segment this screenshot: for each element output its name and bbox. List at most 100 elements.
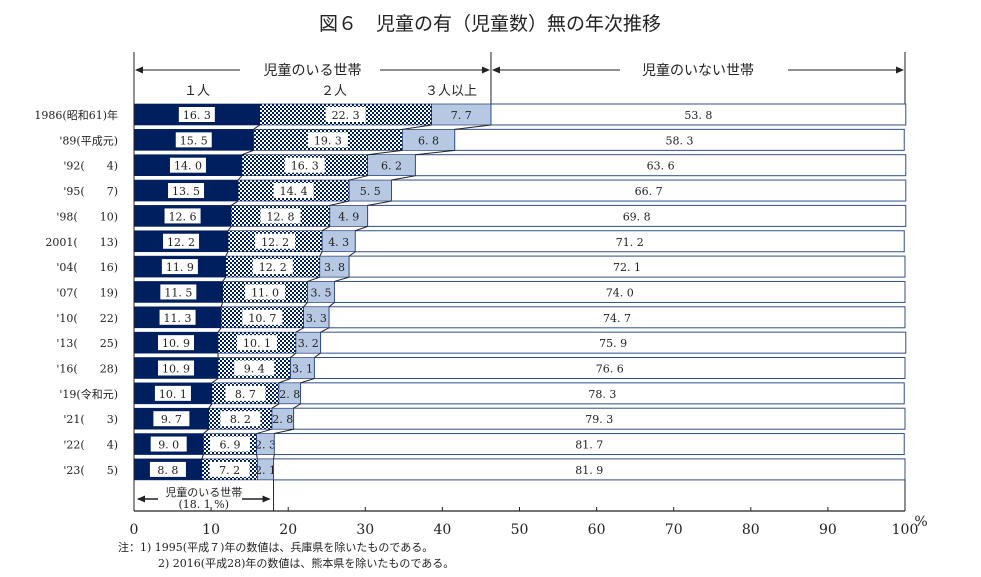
connector-line [329, 200, 350, 206]
connector-line [227, 226, 232, 232]
x-axis: 0 10 20 30 40 50 60 70 80 90 100% [130, 104, 928, 538]
data-label: 63. 6 [647, 160, 675, 173]
bar-rows: 16. 3 22. 3 7. 7 53. 8 15. 5 19. 3 6. 8 58. 3 14… [133, 103, 907, 481]
data-label: 12. 2 [167, 236, 195, 249]
connector-line [348, 175, 368, 181]
data-label: 8. 7 [235, 388, 256, 401]
series-header-label: １人 [184, 84, 210, 99]
connector-line [241, 149, 254, 156]
bar-segment-no-children [490, 103, 907, 126]
data-label-box [234, 360, 275, 376]
table-row: 14. 0 16. 3 6. 2 63. 6 [133, 154, 907, 177]
x-tick-label: 0 [130, 522, 139, 538]
data-label-box [284, 157, 325, 173]
data-label-box [252, 259, 293, 275]
connector-line [237, 175, 243, 181]
connector-line [278, 378, 291, 384]
group-label-with-children: 児童のいる世帯 [263, 62, 361, 79]
data-label: 11. 3 [164, 312, 192, 325]
x-tick-label: 30 [356, 522, 374, 538]
data-label: 2. 8 [272, 413, 293, 426]
data-label: 9. 4 [244, 363, 265, 376]
bar-segment-no-children [320, 331, 907, 354]
group-label-without-children: 児童のいない世帯 [642, 62, 754, 79]
y-tick-label: '22( 4) [63, 439, 118, 452]
arrow-right-icon [896, 66, 904, 74]
table-row: 10. 1 8. 7 2. 8 78. 3 [133, 382, 905, 405]
data-label-box [158, 335, 195, 351]
data-label: 16. 3 [291, 160, 319, 173]
data-label: 81. 9 [575, 464, 603, 477]
data-label: 10. 9 [162, 337, 190, 350]
table-row: 11. 3 10. 7 3. 3 74. 7 [133, 306, 906, 329]
y-tick-label: '23( 5) [63, 464, 118, 477]
connector-line [203, 428, 210, 434]
data-label-box [158, 360, 195, 376]
data-label-box [175, 132, 212, 148]
data-label: 72. 1 [613, 261, 641, 274]
connector-line [253, 124, 260, 130]
table-row: 15. 5 19. 3 6. 8 58. 3 [133, 128, 905, 151]
y-tick-label: '92( 4) [63, 160, 118, 173]
bar-segment-no-children [300, 382, 905, 405]
connector-line [220, 302, 224, 307]
data-label: 19. 3 [314, 134, 342, 147]
bar-segment-no-children [454, 128, 905, 151]
data-label: 4. 9 [338, 210, 359, 223]
table-row: 16. 3 22. 3 7. 7 53. 8 [133, 103, 907, 126]
table-row: 8. 8 7. 2 2. 1 81. 9 [133, 458, 906, 481]
bar-segment-no-children [354, 230, 905, 253]
data-label: 2. 3 [255, 439, 276, 452]
data-label-box [260, 208, 301, 224]
connector-line [355, 225, 368, 232]
data-label: 10. 7 [248, 312, 276, 325]
arrow-right-icon [262, 495, 271, 503]
annotation-label: 児童のいる世帯 [165, 485, 242, 499]
data-label-box [307, 132, 348, 148]
data-label: 79. 3 [585, 413, 613, 426]
table-row: 12. 2 12. 2 4. 3 71. 2 [133, 230, 905, 253]
data-label: 11. 9 [166, 261, 194, 274]
data-label: 8. 2 [230, 413, 251, 426]
data-label: 6. 2 [381, 160, 402, 173]
data-label: 3. 2 [298, 337, 319, 350]
data-label: 8. 8 [157, 464, 178, 477]
connector-line [293, 403, 301, 409]
data-label-box [149, 461, 186, 477]
x-tick-label: 20 [279, 522, 297, 538]
note-1: 注：1) 1995(平成７)年の数値は、兵庫県を除いたものである。 [118, 540, 433, 554]
data-label: 14. 0 [174, 160, 202, 173]
connector-line [303, 302, 308, 308]
connector-line [367, 149, 403, 156]
data-label: 9. 0 [158, 439, 179, 452]
bar-segment-no-children [273, 458, 906, 481]
chart-title: 図６ 児童の有（児童数）無の年次推移 [319, 13, 661, 35]
y-tick-label: '07( 19) [56, 286, 118, 299]
data-label: 12. 8 [266, 210, 294, 223]
x-tick-label: 80 [742, 522, 760, 538]
data-label-box [168, 183, 205, 199]
connector-line [256, 428, 273, 435]
y-tick-label: '95( 7) [63, 185, 118, 198]
bar-segment-no-children [414, 154, 907, 177]
data-label: 4. 3 [328, 236, 349, 249]
x-tick-label: 90 [819, 522, 837, 538]
data-label-box [209, 461, 250, 477]
connector-line [295, 327, 304, 333]
connector-line [391, 175, 416, 181]
y-tick-label: '19(令和元) [59, 387, 118, 401]
x-tick-label: 50 [511, 522, 529, 538]
connector-line [321, 225, 331, 232]
x-unit-label: % [914, 514, 927, 530]
table-row: 12. 6 12. 8 4. 9 69. 8 [133, 204, 907, 227]
y-axis-labels: 1986(昭和61)年 '89(平成元) '92( 4) '95( 7) '98( 10… [34, 108, 118, 477]
data-label: 75. 9 [599, 337, 627, 350]
bar-segment-no-children [328, 306, 906, 329]
connector-line [328, 302, 335, 308]
data-label: 16. 3 [183, 109, 211, 122]
connector-line [300, 378, 315, 384]
data-label: 58. 3 [665, 134, 693, 147]
bar-segment-no-children [391, 179, 907, 202]
data-label: 7. 2 [219, 464, 240, 477]
